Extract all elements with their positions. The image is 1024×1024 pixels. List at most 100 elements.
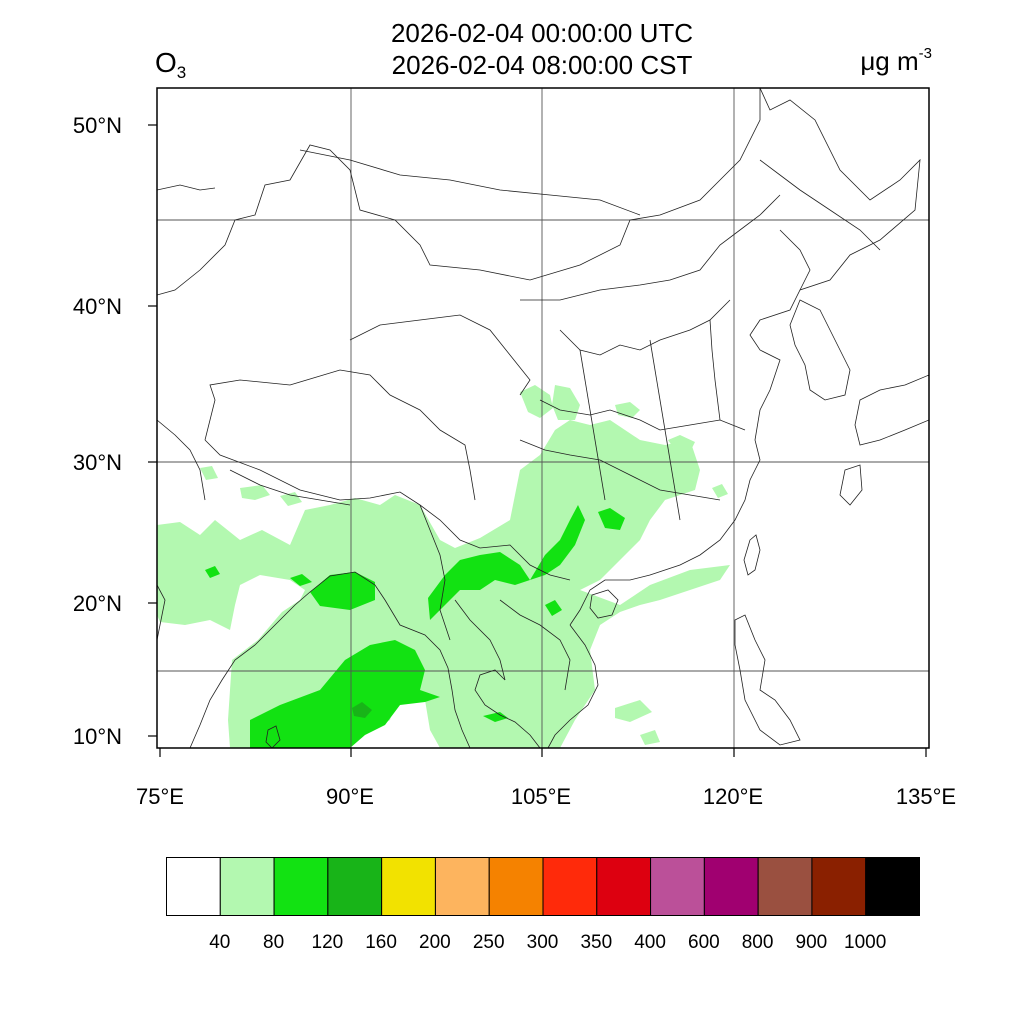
lon-label-135: 135°E xyxy=(895,784,957,809)
colorbar-level-label: 40 xyxy=(209,932,231,953)
ozone-fill-120-160 xyxy=(352,702,372,718)
border-northeast-2 xyxy=(779,229,811,291)
ozone-area-green-guangxi xyxy=(530,505,585,580)
colorbar-swatch-6 xyxy=(488,857,544,916)
ozone-area-green-bangladesh xyxy=(310,572,375,610)
ozone-area-light-sea2 xyxy=(640,730,660,745)
border-province-6 xyxy=(709,319,721,421)
colorbar-level-label: 300 xyxy=(526,932,559,953)
korea-peninsula xyxy=(789,299,851,401)
ozone-area-green-spot1 xyxy=(290,574,312,586)
colorbar-level-label: 120 xyxy=(311,932,344,953)
colorbar-level-label: 350 xyxy=(580,932,613,953)
border-province-5 xyxy=(649,339,681,521)
ozone-fill-80-120 xyxy=(205,505,625,748)
lat-label-50: 50°N xyxy=(72,113,122,138)
variable-subscript: 3 xyxy=(176,63,187,82)
border-tibet xyxy=(204,369,476,501)
lon-label-90: 90°E xyxy=(326,784,374,809)
colorbar-swatch-5 xyxy=(434,857,490,916)
border-india-nepal xyxy=(229,469,351,506)
boundaries xyxy=(157,88,929,748)
colorbar-level-label: 800 xyxy=(741,932,774,953)
colorbar-level-label: 250 xyxy=(472,932,505,953)
colorbar-swatch-8 xyxy=(596,857,652,916)
colorbar-level-label: 600 xyxy=(688,932,720,953)
coastline-gulf-thailand xyxy=(474,669,541,748)
colorbar-level-label: 400 xyxy=(634,932,666,953)
colorbar-swatch-1 xyxy=(219,857,275,916)
border-northeast xyxy=(759,159,881,251)
lat-label-40: 40°N xyxy=(72,294,122,319)
japan xyxy=(854,374,929,446)
lon-label-120: 120°E xyxy=(702,784,764,809)
unit-label: μg m-3 xyxy=(860,45,932,77)
coastline-indochina xyxy=(547,624,599,748)
map-content xyxy=(157,88,929,748)
lon-label-75: 75°E xyxy=(136,784,184,809)
ozone-area-green-spot2 xyxy=(205,566,220,578)
border-qinghai xyxy=(349,314,531,396)
unit-superscript: -3 xyxy=(918,45,932,62)
border-pakistan xyxy=(157,419,206,501)
border-province-2 xyxy=(539,399,746,431)
colorbar-swatch-12 xyxy=(811,857,867,916)
hainan-island xyxy=(589,589,619,619)
ozone-area-dark-bay xyxy=(352,702,372,718)
colorbar-swatch-13 xyxy=(865,857,920,916)
ozone-area-light-coast xyxy=(712,484,728,498)
colorbar-swatch-4 xyxy=(381,857,436,916)
border-province-4 xyxy=(579,349,606,501)
colorbar-swatch-0 xyxy=(166,857,221,916)
coastline-china-east xyxy=(569,88,921,626)
border-kazakh xyxy=(157,184,216,191)
border-province-3 xyxy=(519,439,721,501)
ozone-area-green-hunan xyxy=(598,508,625,530)
ozone-area-light-north xyxy=(520,385,553,418)
utc-time-title: 2026-02-04 00:00:00 UTC xyxy=(390,18,694,48)
colorbar-swatch-3 xyxy=(327,857,383,916)
colorbar-swatch-7 xyxy=(542,857,598,916)
colorbar-level-label: 200 xyxy=(419,932,451,953)
colorbar-level-label: 1000 xyxy=(844,932,887,953)
taiwan-island xyxy=(743,534,761,576)
map-frame xyxy=(156,87,930,749)
ozone-area-green-yunnan xyxy=(428,552,530,620)
coastline-bay-bengal xyxy=(189,571,471,748)
ozone-area-green-laos xyxy=(545,600,562,616)
ozone-area-green-thai xyxy=(483,712,508,722)
philippines xyxy=(734,614,801,746)
unit-text: μg m xyxy=(860,46,919,76)
lon-label-105: 105°E xyxy=(510,784,572,809)
ozone-area-green-bay xyxy=(250,640,440,748)
border-laos-vietnam xyxy=(499,599,571,691)
border-myanmar xyxy=(419,504,451,641)
sri-lanka xyxy=(265,725,281,748)
ozone-area-light-west3 xyxy=(280,492,302,506)
colorbar-swatch-10 xyxy=(703,857,759,916)
ozone-area-light-north2 xyxy=(552,385,580,420)
lat-label-20: 20°N xyxy=(72,591,122,616)
border-china-west xyxy=(157,88,761,296)
japan-kyushu xyxy=(839,464,863,506)
graticule xyxy=(157,88,929,748)
border-mongolia xyxy=(299,149,641,216)
colorbar-level-label: 900 xyxy=(795,932,828,953)
border-inner-mongolia xyxy=(520,194,781,301)
colorbar xyxy=(166,857,920,916)
lat-label-30: 30°N xyxy=(72,450,122,475)
colorbar-swatch-9 xyxy=(650,857,705,916)
ozone-area-light-west2 xyxy=(240,485,270,500)
colorbar-swatch-2 xyxy=(273,857,329,916)
colorbar-level-label: 160 xyxy=(365,932,397,953)
axis-ticks xyxy=(148,124,927,757)
variable-label: O3 xyxy=(155,47,186,83)
local-time-title: 2026-02-04 08:00:00 CST xyxy=(391,50,693,80)
border-province-1 xyxy=(559,299,731,356)
border-thailand xyxy=(454,599,506,681)
variable-name: O xyxy=(155,47,177,78)
lat-label-10: 10°N xyxy=(72,724,122,749)
colorbar-level-label: 80 xyxy=(263,932,285,953)
colorbar-swatch-11 xyxy=(757,857,813,916)
